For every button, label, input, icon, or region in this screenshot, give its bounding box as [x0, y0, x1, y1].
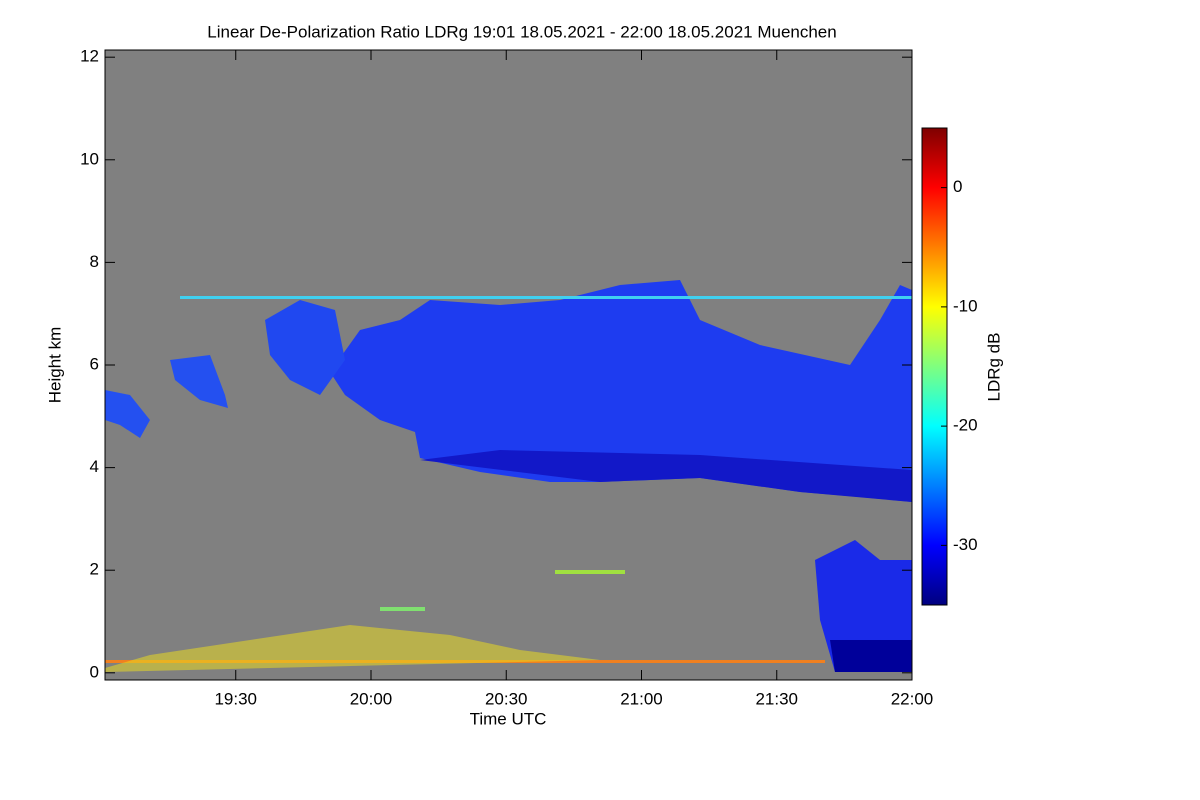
echo-layer — [105, 280, 912, 672]
artifact-line — [180, 296, 912, 299]
cloud-base — [420, 450, 912, 502]
cloud-region — [830, 640, 912, 672]
colorbar-tick-label: -20 — [953, 416, 978, 435]
y-tick-label: 12 — [80, 47, 99, 66]
y-tick-label: 10 — [80, 149, 99, 168]
colorbar-tick-label: 0 — [953, 177, 962, 196]
x-tick-label: 20:00 — [350, 689, 393, 708]
y-tick-label: 6 — [90, 354, 99, 373]
colorbar-label: LDRg dB — [984, 333, 1003, 402]
y-tick-label: 8 — [90, 252, 99, 271]
chart-title: Linear De-Polarization Ratio LDRg 19:01 … — [207, 22, 836, 41]
cloud-region — [265, 300, 345, 395]
noise-region — [105, 625, 600, 672]
cloud-region — [105, 390, 150, 438]
y-tick-label: 4 — [90, 457, 99, 476]
y-tick-label: 0 — [90, 662, 99, 681]
noise-region — [555, 570, 625, 574]
y-axis-label: Height km — [45, 327, 64, 404]
x-tick-label: 19:30 — [214, 689, 257, 708]
colorbar-tick-label: -10 — [953, 296, 978, 315]
cloud-region — [330, 280, 912, 502]
colorbar — [921, 127, 948, 606]
y-tick-label: 2 — [90, 560, 99, 579]
x-tick-label: 22:00 — [891, 689, 934, 708]
noise-region — [380, 607, 425, 611]
colorbar-tick-label: -30 — [953, 535, 978, 554]
x-axis-label: Time UTC — [470, 709, 547, 728]
cloud-region — [170, 355, 228, 408]
x-tick-label: 21:30 — [755, 689, 798, 708]
x-tick-label: 21:00 — [620, 689, 663, 708]
x-tick-label: 20:30 — [485, 689, 528, 708]
cloud-region — [815, 540, 912, 672]
